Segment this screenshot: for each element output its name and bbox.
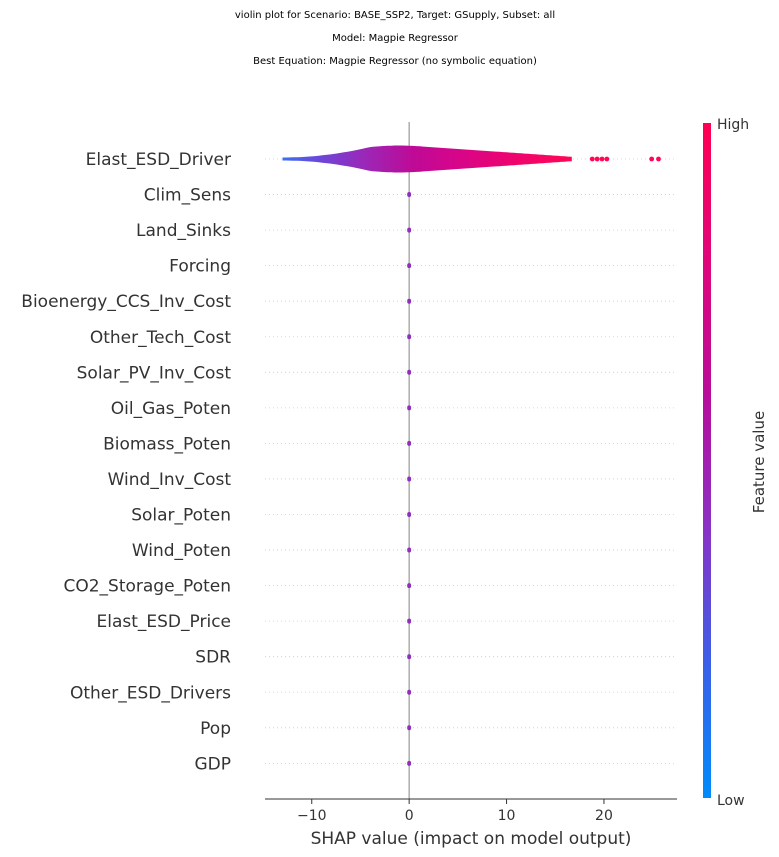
colorbar: High Low Feature value: [703, 117, 768, 809]
feature-label: Other_Tech_Cost: [90, 328, 231, 348]
violin-Pop: [407, 725, 412, 731]
colorbar-title: Feature value: [750, 411, 768, 513]
violins: [282, 145, 661, 766]
outlier-point: [604, 156, 610, 162]
violin-CO2_Storage_Poten: [407, 583, 412, 589]
x-axis-label: SHAP value (impact on model output): [311, 829, 632, 849]
feature-label: Wind_Poten: [132, 541, 231, 561]
colorbar-low-label: Low: [717, 793, 745, 809]
feature-label: Biomass_Poten: [103, 434, 231, 454]
violin-Wind_Poten: [407, 547, 412, 553]
feature-label: Bioenergy_CCS_Inv_Cost: [21, 292, 231, 312]
feature-label: Elast_ESD_Driver: [86, 150, 231, 170]
violin-Biomass_Poten: [407, 440, 412, 446]
violin-Wind_Inv_Cost: [407, 476, 412, 482]
chart-title-line-1: violin plot for Scenario: BASE_SSP2, Tar…: [234, 10, 556, 21]
violin-Elast_ESD_Price: [407, 618, 412, 624]
violin-Elast_ESD_Driver: [282, 145, 572, 173]
feature-label: Land_Sinks: [136, 221, 231, 241]
feature-labels: Elast_ESD_Driver Clim_Sens Land_Sinks Forci…: [21, 150, 231, 774]
violin-Land_Sinks: [407, 227, 412, 233]
colorbar-high-label: High: [717, 117, 749, 133]
chart-title-line-2: Model: Magpie Regressor: [332, 33, 458, 44]
colorbar-gradient: [703, 123, 711, 798]
violin-Bioenergy_CCS_Inv_Cost: [407, 298, 412, 304]
feature-label: Other_ESD_Drivers: [70, 683, 231, 703]
feature-label: Forcing: [169, 257, 231, 277]
violin-Other_ESD_Drivers: [407, 689, 412, 695]
x-tick-label: 20: [595, 808, 613, 824]
feature-label: GDP: [194, 754, 231, 774]
outlier-point: [594, 156, 600, 162]
feature-label: Solar_Poten: [131, 506, 231, 526]
violin-Oil_Gas_Poten: [407, 405, 412, 411]
x-tick-label: −10: [297, 808, 327, 824]
outlier-point: [589, 156, 595, 162]
feature-label: Elast_ESD_Price: [97, 612, 232, 632]
feature-label: Oil_Gas_Poten: [111, 399, 231, 419]
outlier-point: [599, 156, 605, 162]
row-gridlines: [265, 158, 677, 764]
outlier-point: [656, 156, 661, 162]
violin-Forcing: [407, 263, 412, 269]
violin-GDP: [407, 760, 412, 766]
outlier-point: [649, 156, 655, 162]
feature-label: Wind_Inv_Cost: [108, 470, 232, 490]
x-axis: −10 0 10 20: [265, 798, 677, 824]
feature-label: SDR: [195, 648, 231, 668]
x-tick-label: 10: [498, 808, 516, 824]
violin-SDR: [407, 654, 412, 660]
violin-Clim_Sens: [407, 192, 412, 198]
violin-Solar_PV_Inv_Cost: [407, 369, 412, 375]
x-tick-label: 0: [405, 808, 414, 824]
violin-Solar_Poten: [407, 512, 412, 517]
feature-label: Clim_Sens: [144, 186, 231, 206]
violin-Other_Tech_Cost: [407, 334, 412, 340]
feature-label: CO2_Storage_Poten: [63, 577, 231, 597]
chart-title-line-3: Best Equation: Magpie Regressor (no symb…: [253, 56, 537, 67]
feature-label: Solar_PV_Inv_Cost: [77, 363, 232, 383]
feature-label: Pop: [200, 719, 231, 739]
